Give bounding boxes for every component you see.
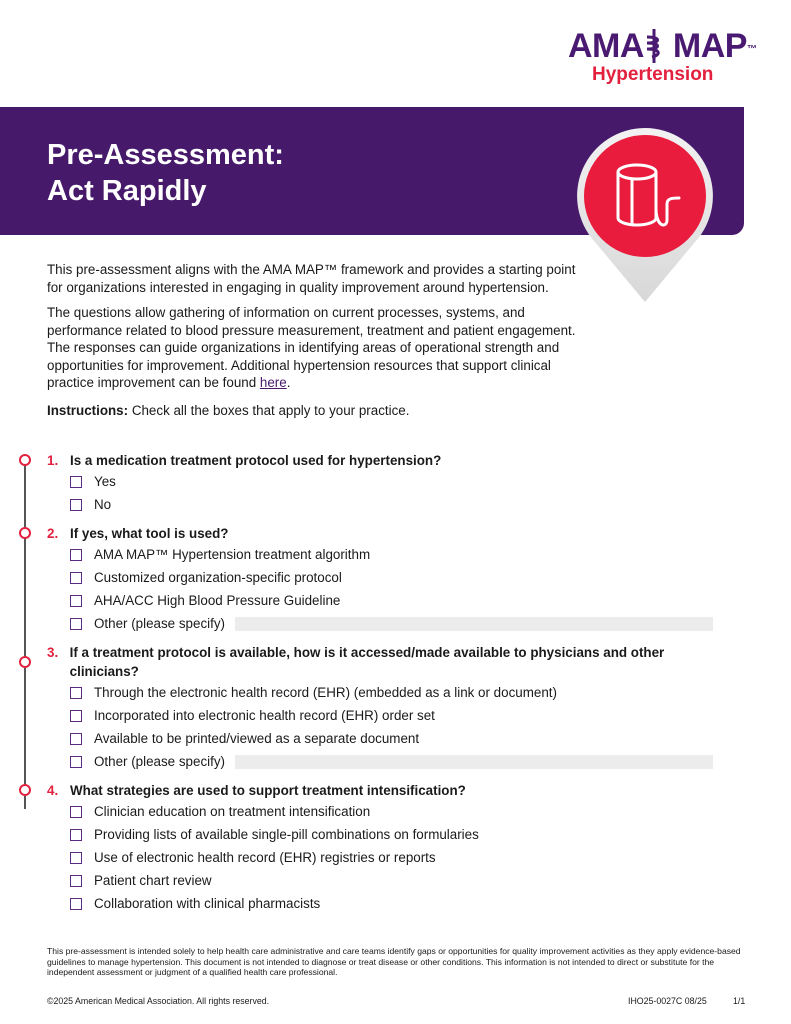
option-label: Incorporated into electronic health reco…: [94, 708, 435, 723]
option-label: Clinician education on treatment intensi…: [94, 804, 371, 819]
checkbox[interactable]: [70, 874, 82, 887]
option-label: Customized organization-specific protoco…: [94, 570, 342, 585]
option-label: Yes: [94, 474, 116, 489]
option-label: Providing lists of available single-pill…: [94, 827, 479, 842]
option-row[interactable]: Collaboration with clinical pharmacists: [70, 892, 727, 915]
intro-text: This pre-assessment aligns with the AMA …: [47, 261, 587, 400]
question-heading: 1. Is a medication treatment protocol use…: [47, 451, 727, 470]
logo-map: MAP: [672, 27, 748, 65]
checkbox[interactable]: [70, 571, 82, 584]
question-number: 4.: [47, 783, 59, 798]
option-row[interactable]: Through the electronic health record (EH…: [70, 681, 727, 704]
option-row[interactable]: No: [70, 493, 727, 516]
intro-paragraph-1: This pre-assessment aligns with the AMA …: [47, 262, 576, 295]
timeline-dot: [19, 527, 31, 539]
question-list: 1. Is a medication treatment protocol use…: [47, 451, 727, 923]
checkbox[interactable]: [70, 897, 82, 910]
checkbox[interactable]: [70, 617, 82, 630]
logo-ama: AMA: [568, 27, 644, 65]
option-row[interactable]: Yes: [70, 470, 727, 493]
question-heading: 4. What strategies are used to support tr…: [47, 781, 727, 800]
instructions: Instructions: Check all the boxes that a…: [47, 403, 410, 418]
checkbox[interactable]: [70, 594, 82, 607]
disclaimer: This pre-assessment is intended solely t…: [47, 946, 741, 978]
page-number: 1/1: [733, 996, 746, 1006]
question-text: Is a medication treatment protocol used …: [70, 453, 442, 468]
option-row[interactable]: Incorporated into electronic health reco…: [70, 704, 727, 727]
document-code: IHO25-0027C 08/25: [628, 996, 707, 1006]
option-label: Through the electronic health record (EH…: [94, 685, 557, 700]
checkbox[interactable]: [70, 851, 82, 864]
option-row[interactable]: Clinician education on treatment intensi…: [70, 800, 727, 823]
intro-paragraph-2: The questions allow gathering of informa…: [47, 305, 576, 390]
question-number: 3.: [47, 645, 59, 660]
option-label: Other (please specify): [94, 754, 225, 769]
checkbox[interactable]: [70, 828, 82, 841]
option-label: Patient chart review: [94, 873, 212, 888]
question-text: If a treatment protocol is available, ho…: [69, 645, 665, 679]
option-row[interactable]: Use of electronic health record (EHR) re…: [70, 846, 727, 869]
question-text: If yes, what tool is used?: [70, 526, 229, 541]
option-label: Available to be printed/viewed as a sepa…: [94, 731, 420, 746]
option-row[interactable]: Available to be printed/viewed as a sepa…: [70, 727, 727, 750]
option-row[interactable]: Providing lists of available single-pill…: [70, 823, 727, 846]
option-label: AHA/ACC High Blood Pressure Guideline: [94, 593, 341, 608]
option-row[interactable]: Other (please specify): [70, 750, 727, 773]
page-title: Pre-Assessment: Act Rapidly: [47, 139, 284, 207]
question-heading: 3. If a treatment protocol is available, …: [47, 643, 727, 681]
option-row[interactable]: AHA/ACC High Blood Pressure Guideline: [70, 589, 727, 612]
checkbox[interactable]: [70, 548, 82, 561]
checkbox[interactable]: [70, 805, 82, 818]
option-label: AMA MAP™ Hypertension treatment algorith…: [94, 547, 371, 562]
option-label: Other (please specify): [94, 616, 225, 631]
specify-input[interactable]: [234, 754, 713, 769]
timeline-dot: [19, 655, 31, 668]
question-heading: 2. If yes, what tool is used?: [47, 524, 727, 543]
checkbox[interactable]: [70, 709, 82, 722]
option-row[interactable]: Patient chart review: [70, 869, 727, 892]
question-3: 3. If a treatment protocol is available, …: [47, 643, 727, 773]
ama-map-hypertension-logo: AMA MAP™ Hypertension: [568, 28, 768, 86]
checkbox[interactable]: [70, 498, 82, 511]
question-text: What strategies are used to support trea…: [70, 783, 466, 798]
checkbox[interactable]: [70, 732, 82, 745]
trademark: ™: [746, 44, 757, 55]
question-4: 4. What strategies are used to support tr…: [47, 781, 727, 915]
question-1: 1. Is a medication treatment protocol use…: [47, 451, 727, 516]
specify-input[interactable]: [234, 616, 713, 631]
question-number: 2.: [47, 526, 59, 541]
checkbox[interactable]: [70, 686, 82, 699]
question-number: 1.: [47, 453, 59, 468]
timeline-dot: [19, 784, 31, 796]
option-label: Collaboration with clinical pharmacists: [94, 896, 321, 911]
timeline-dot: [19, 454, 31, 466]
option-label: Use of electronic health record (EHR) re…: [94, 850, 436, 865]
copyright: ©2025 American Medical Association. All …: [47, 996, 270, 1006]
checkbox[interactable]: [70, 475, 82, 488]
timeline-line: [24, 460, 26, 809]
option-row[interactable]: AMA MAP™ Hypertension treatment algorith…: [70, 543, 727, 566]
option-row[interactable]: Customized organization-specific protoco…: [70, 566, 727, 589]
option-label: No: [94, 497, 112, 512]
caduceus-icon: [646, 29, 660, 63]
blood-pressure-cuff-icon: [577, 128, 713, 302]
option-row[interactable]: Other (please specify): [70, 612, 727, 635]
checkbox[interactable]: [70, 755, 82, 768]
question-2: 2. If yes, what tool is used? AMA MAP™ Hyp…: [47, 524, 727, 635]
resources-link[interactable]: here: [259, 375, 287, 390]
logo-subtitle: Hypertension: [592, 64, 714, 85]
